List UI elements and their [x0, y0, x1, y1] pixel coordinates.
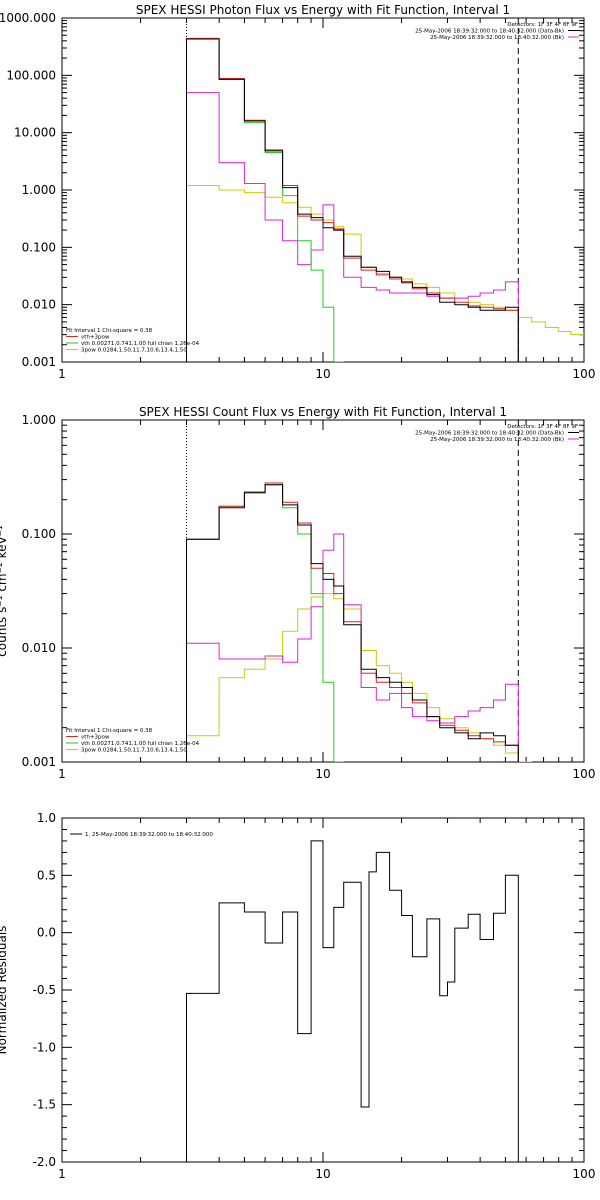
y-tick-label: 10.000 — [14, 126, 56, 140]
fit-legend-text: vth 0.00271,0.741,1.00 full chian 1.26e-… — [81, 341, 200, 347]
x-tick-label: 100 — [573, 1167, 596, 1181]
y-tick-label: 0.010 — [22, 298, 56, 312]
data-layer — [186, 840, 519, 1162]
x-tick-label: 100 — [573, 767, 596, 781]
y-tick-label: 100.000 — [6, 68, 56, 82]
x-tick-label: 10 — [315, 1167, 330, 1181]
series-background — [186, 92, 519, 362]
y-tick-label: 0.001 — [22, 755, 56, 769]
y-tick-label: 0.001 — [22, 355, 56, 369]
fit-legend-text: 3pow 0.0284,1.50,11.7,10.6,13.4,1.50 — [81, 748, 187, 754]
y-tick-label: -0.5 — [33, 983, 56, 997]
series-vth — [186, 484, 344, 762]
y-tick-label: 1.000 — [22, 183, 56, 197]
data-layer — [186, 18, 584, 362]
residual-legend-text: 1. 25-May-2006 18:39:32.000 to 18:40:32.… — [85, 832, 213, 838]
series-data-minus-bk — [186, 484, 519, 762]
series-vth-plus-3pow — [186, 37, 519, 362]
chart-title: SPEX HESSI Photon Flux vs Energy with Fi… — [136, 3, 510, 17]
fit-legend-text: vth+3pow — [81, 735, 110, 741]
y-tick-label: 0.5 — [37, 868, 56, 882]
x-tick-label: 1 — [58, 1167, 66, 1181]
fit-legend-text: vth 0.00271,0.741,1.00 full chian 1.26e-… — [81, 741, 200, 747]
x-tick-label: 10 — [315, 367, 330, 381]
y-tick-label: 1.000 — [22, 413, 56, 427]
fit-legend-text: 3pow 0.0284,1.50,11.7,10.6,13.4,1.50 — [81, 348, 187, 354]
y-tick-label: -2.0 — [33, 1155, 56, 1169]
x-tick-label: 100 — [573, 367, 596, 381]
chart-panel-2: SPEX HESSI Count Flux vs Energy with Fit… — [0, 405, 595, 781]
y-tick-label: -1.5 — [33, 1098, 56, 1112]
series-residuals — [186, 840, 519, 1162]
y-tick-label: -1.0 — [33, 1040, 56, 1054]
header-legend-text: 25-May-2006 18:39:32.000 to 18:40:32.000… — [415, 29, 564, 35]
y-tick-label: 1000.000 — [0, 11, 56, 25]
y-tick-label: 0.0 — [37, 926, 56, 940]
header-legend-text: 25-May-2006 18:39:32.000 to 18:40:32.000… — [430, 437, 564, 443]
y-axis-label: Normalized Residuals — [0, 926, 9, 1055]
series-data-minus-bk — [186, 38, 519, 362]
header-legend-text: 25-May-2006 18:39:32.000 to 18:40:32.000… — [430, 35, 564, 41]
data-layer — [186, 420, 532, 762]
y-tick-label: 0.010 — [22, 641, 56, 655]
series-background — [186, 533, 519, 762]
fit-legend-text: Fit Interval 1 Chi-square = 0.38 — [66, 328, 153, 334]
series-3pow-curve — [186, 185, 584, 362]
series-vth-plus-3pow — [186, 482, 519, 762]
header-legend-text: Detectors: 1F 3F 4F 8F 9F — [507, 424, 578, 430]
chart-panel-1: SPEX HESSI Photon Flux vs Energy with Fi… — [0, 3, 595, 381]
chart-title: SPEX HESSI Count Flux vs Energy with Fit… — [139, 405, 507, 419]
header-legend-text: Detectors: 1F 3F 4F 8F 9F — [507, 22, 578, 28]
x-tick-label: 1 — [58, 767, 66, 781]
x-tick-label: 10 — [315, 767, 330, 781]
chart-panel-3: 1 10 100 -2.0 -1.5 -1.0 -0.5 0.0 0.5 1.0 Normalize… — [0, 811, 595, 1181]
fit-legend-text: vth+3pow — [81, 335, 110, 341]
fit-legend-text: Fit Interval 1 Chi-square = 0.38 — [66, 728, 153, 734]
x-tick-label: 1 — [58, 367, 66, 381]
y-axis-label: counts s⁻¹ cm⁻² keV⁻¹ — [0, 525, 9, 657]
header-legend-text: 25-May-2006 18:39:32.000 to 18:40:32.000… — [415, 431, 564, 437]
y-tick-label: 1.0 — [37, 811, 56, 825]
y-tick-label: 0.100 — [22, 527, 56, 541]
y-tick-label: 0.100 — [22, 240, 56, 254]
